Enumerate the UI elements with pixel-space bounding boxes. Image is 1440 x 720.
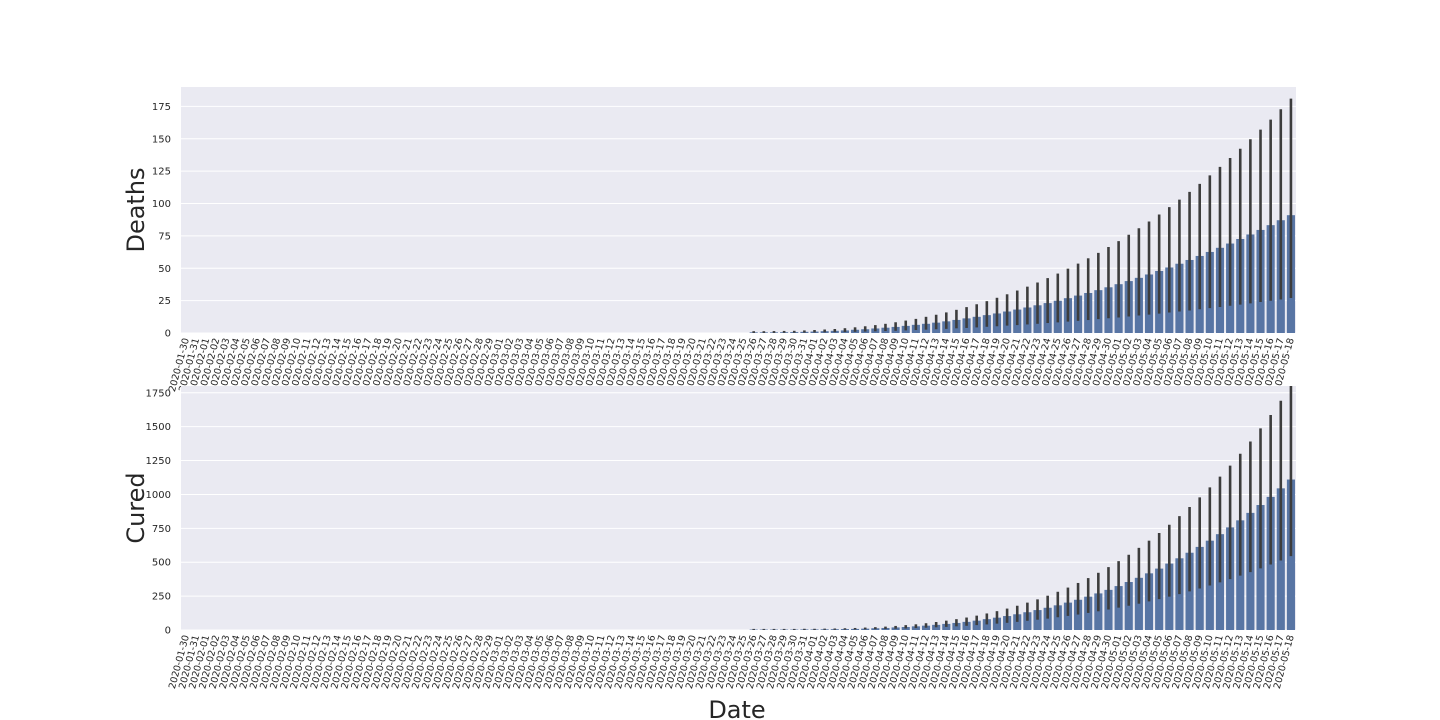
bar	[1084, 596, 1093, 630]
bar	[932, 624, 941, 630]
y-tick-label: 125	[152, 167, 171, 178]
bar	[962, 621, 971, 630]
bar	[1185, 552, 1194, 630]
y-tick-label: 0	[165, 329, 171, 340]
bar	[1013, 614, 1022, 630]
y-tick-label: 50	[158, 264, 171, 275]
cured-x-tick-labels: 2020-01-302020-01-312020-02-012020-02-02…	[167, 634, 1297, 690]
y-tick-label: 100	[152, 199, 171, 210]
y-tick-label: 75	[158, 231, 171, 242]
bar	[942, 623, 951, 630]
y-tick-label: 175	[152, 102, 171, 113]
y-tick-label: 1500	[146, 422, 171, 433]
y-tick-label: 25	[158, 296, 171, 307]
cured-chart: 0 250 500 750 1000 1250 1500 1750 2020-01-30202…	[122, 386, 1297, 720]
deaths-x-tick-labels: 2020-01-302020-01-312020-02-012020-02-02…	[167, 337, 1297, 393]
y-tick-label: 1000	[146, 490, 171, 501]
bar	[911, 626, 920, 630]
bar	[861, 628, 870, 630]
y-tick-label: 750	[152, 524, 171, 535]
bar	[1053, 605, 1062, 630]
bar	[1165, 563, 1174, 630]
bar	[1134, 577, 1143, 630]
deaths-chart: 0 25 50 75 100 125 150 175 2020-01-302020-01-31…	[122, 87, 1297, 393]
y-tick-label: 150	[152, 134, 171, 145]
cured-y-axis-label: Cured	[122, 472, 150, 543]
y-tick-label: 250	[152, 592, 171, 603]
bar	[1144, 573, 1154, 630]
bar	[1033, 610, 1042, 630]
y-tick-label: 500	[152, 558, 171, 569]
bar	[1124, 582, 1133, 630]
deaths-error-bars	[752, 98, 1293, 333]
deaths-gridlines	[181, 105, 1296, 334]
deaths-y-tick-labels: 0 25 50 75 100 125 150 175	[152, 102, 171, 340]
bar	[1114, 586, 1123, 630]
deaths-y-axis-label: Deaths	[122, 167, 150, 252]
bar	[1094, 593, 1103, 630]
bar	[1155, 568, 1164, 630]
bar	[982, 619, 991, 630]
bar	[1175, 558, 1184, 630]
bar	[972, 620, 981, 630]
bar	[1023, 612, 1032, 630]
bar	[952, 622, 961, 630]
cured-y-tick-labels: 0 250 500 750 1000 1250 1500 1750	[146, 388, 171, 636]
bar	[1043, 607, 1052, 630]
y-tick-label: 0	[165, 626, 171, 637]
bar	[921, 625, 931, 630]
cured-x-axis-label: Date	[708, 696, 765, 720]
bar	[1063, 602, 1072, 630]
y-tick-label: 1750	[146, 388, 171, 399]
bar	[992, 617, 1002, 630]
bar	[1104, 589, 1113, 630]
y-tick-label: 1250	[146, 456, 171, 467]
cured-error-bars	[752, 386, 1293, 630]
bar	[1074, 599, 1083, 630]
bar	[1003, 616, 1012, 630]
